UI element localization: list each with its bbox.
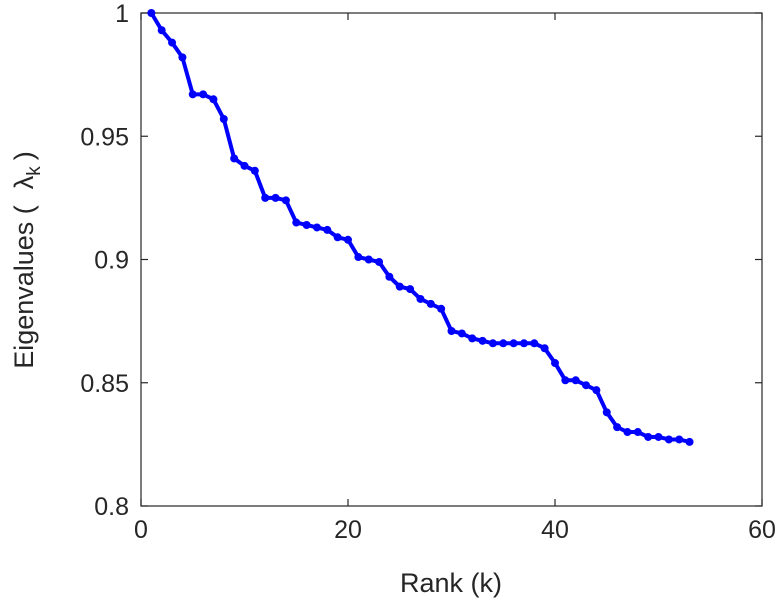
- data-point: [426, 299, 435, 308]
- y-tick-label: 1: [115, 0, 129, 28]
- y-tick-label: 0.9: [94, 247, 129, 275]
- data-point: [240, 161, 249, 170]
- axis-tick-labels: 0 20 40 60 0.8 0.85 0.9 0.95 1: [80, 0, 776, 544]
- data-point: [561, 376, 570, 385]
- data-point: [416, 294, 425, 303]
- data-point: [385, 272, 394, 281]
- data-point: [395, 282, 404, 291]
- data-point: [157, 26, 166, 35]
- y-axis-label: Eigenvalues ( λk): [9, 151, 45, 369]
- y-tick-label: 0.95: [80, 123, 129, 151]
- data-point: [654, 432, 663, 441]
- data-point: [354, 253, 363, 262]
- data-point: [551, 359, 559, 368]
- data-point: [509, 339, 518, 348]
- data-point: [623, 428, 632, 437]
- data-point: [323, 225, 332, 234]
- data-point: [281, 196, 290, 205]
- data-point: [478, 336, 487, 345]
- x-tick-label: 40: [541, 516, 569, 544]
- data-point: [302, 220, 311, 229]
- data-point: [519, 339, 528, 348]
- y-axis-label-subscript: k: [24, 166, 45, 176]
- data-point: [209, 95, 218, 104]
- y-tick-label: 0.8: [94, 493, 129, 521]
- data-point: [250, 166, 259, 175]
- x-axis-label: Rank (k): [400, 568, 502, 598]
- plot-area: [140, 12, 763, 507]
- data-point: [219, 115, 228, 123]
- data-point: [685, 437, 694, 446]
- data-point: [488, 339, 497, 348]
- data-point: [540, 344, 549, 353]
- data-point: [147, 9, 156, 17]
- x-tick-label: 60: [748, 516, 776, 544]
- data-point: [188, 90, 197, 99]
- data-point: [447, 326, 456, 335]
- data-point: [633, 428, 642, 437]
- data-point: [168, 38, 177, 47]
- data-point: [592, 386, 601, 395]
- data-point: [499, 339, 508, 348]
- x-tick-label: 0: [134, 516, 148, 544]
- data-point: [457, 329, 466, 338]
- data-point: [437, 304, 446, 313]
- data-point: [602, 408, 611, 417]
- y-axis-label-close: ): [9, 151, 39, 160]
- data-point: [230, 154, 239, 163]
- data-point: [333, 233, 342, 242]
- y-tick-label: 0.85: [80, 370, 129, 398]
- data-point: [468, 334, 477, 343]
- data-point: [582, 381, 591, 390]
- data-point: [178, 53, 187, 62]
- data-point: [375, 257, 384, 266]
- data-point: [261, 193, 270, 202]
- data-point: [664, 435, 673, 444]
- data-point: [199, 90, 208, 99]
- data-point: [364, 255, 373, 264]
- y-axis-label-symbol: λ: [9, 175, 39, 189]
- data-point: [675, 435, 684, 444]
- data-point: [644, 432, 653, 441]
- axis-ticks: [140, 12, 763, 507]
- data-points: [147, 9, 694, 446]
- y-axis-label-text: Eigenvalues (: [9, 205, 39, 369]
- data-point: [271, 193, 280, 202]
- data-point: [344, 235, 352, 244]
- data-point: [530, 339, 539, 348]
- data-point: [292, 218, 301, 227]
- data-point: [312, 223, 321, 232]
- data-point: [406, 285, 415, 294]
- data-point: [571, 376, 580, 385]
- data-point: [613, 423, 622, 432]
- x-tick-label: 20: [334, 516, 362, 544]
